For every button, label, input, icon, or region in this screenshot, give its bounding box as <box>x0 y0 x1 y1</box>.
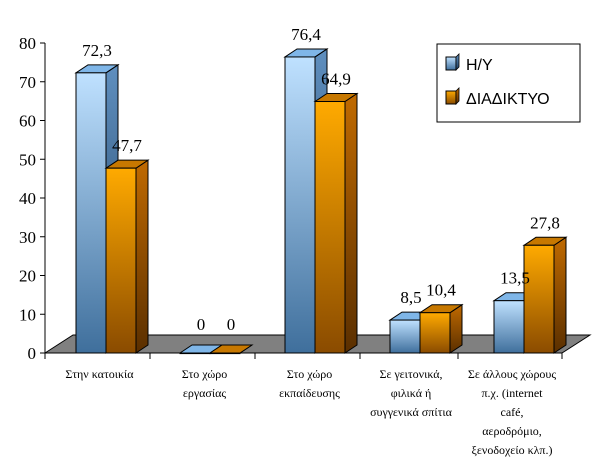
x-category-label-line: Σε γειτονικά, <box>379 367 442 381</box>
bar-internet-2-side <box>344 92 358 354</box>
legend-swatch-side <box>455 87 460 105</box>
bar-internet-1 <box>208 344 254 355</box>
bar-hy-1-front <box>179 352 211 355</box>
bar-internet-4 <box>522 236 568 354</box>
legend-swatch-side <box>455 53 460 71</box>
x-category-label: Σε γειτονικά, φιλικά ή συγγενικά σπίτια <box>370 367 453 419</box>
x-category-label-line: εκπαίδευσης <box>279 386 340 400</box>
bar-hy-2-front <box>284 56 316 354</box>
y-tick-label: 30 <box>19 228 36 247</box>
y-tick-label: 60 <box>19 112 36 131</box>
bar-internet-1-front <box>209 352 241 355</box>
legend-label: ΔΙΑΔΙΚΤΥΟ <box>466 91 550 108</box>
data-label: 0 <box>227 315 236 334</box>
x-category-label-line: π.χ. (internet <box>481 386 543 400</box>
data-label: 8,5 <box>400 288 421 307</box>
bar-internet-3-front <box>419 312 451 354</box>
x-category-label: Στο χώρο εργασίας <box>182 367 228 400</box>
legend-swatch-front <box>445 90 457 105</box>
bar-internet-0 <box>104 159 150 354</box>
y-tick-label: 50 <box>19 150 36 169</box>
data-label: 47,7 <box>112 136 142 155</box>
bar-internet-0-side <box>135 159 149 354</box>
bar-internet-4-side <box>553 236 567 354</box>
y-tick-label: 20 <box>19 267 36 286</box>
data-label: 10,4 <box>426 281 456 300</box>
data-label: 13,5 <box>500 269 530 288</box>
x-category-label-line: φιλικά ή <box>391 386 432 400</box>
x-category-label-line: ξενοδοχείο κλπ.) <box>472 443 553 457</box>
legend-label: Η/Υ <box>466 57 493 74</box>
y-tick-label: 80 <box>19 34 36 53</box>
y-tick-label: 40 <box>19 189 36 208</box>
legend-swatch-front <box>445 56 457 71</box>
x-category-label-line: Στο χώρο <box>287 367 333 381</box>
data-label: 0 <box>197 315 206 334</box>
y-tick-label: 10 <box>19 305 36 324</box>
bar-hy-4-front <box>493 300 525 354</box>
y-tick-label: 0 <box>28 344 37 363</box>
x-category-label-line: Σε άλλους χώρους <box>468 367 557 381</box>
bar-internet-4-front <box>523 244 555 354</box>
x-category-label: Σε άλλους χώρους π.χ. (internet café, αεροδ… <box>468 367 557 457</box>
bar-hy-3-front <box>389 319 421 354</box>
data-label: 27,8 <box>530 213 560 232</box>
bar-internet-3 <box>418 303 464 354</box>
x-category-label-line: εργασίας <box>183 386 227 400</box>
bar-hy-0-front <box>75 72 107 354</box>
x-category-label-line: café, <box>501 405 524 419</box>
legend-swatch-internet <box>445 87 460 105</box>
x-category-label: Στο χώρο εκπαίδευσης <box>279 367 340 400</box>
x-category-label-line: Στην κατοικία <box>65 367 134 381</box>
y-tick-label: 70 <box>19 73 36 92</box>
legend-box <box>436 43 581 123</box>
x-category-label-line: συγγενικά σπίτια <box>370 405 453 419</box>
data-label: 64,9 <box>321 70 351 89</box>
x-category-label-line: Στο χώρο <box>182 367 228 381</box>
legend-swatch-hy <box>445 53 460 71</box>
bar-internet-2-front <box>314 101 346 354</box>
x-category-label: Στην κατοικία <box>65 367 134 381</box>
x-category-label-line: αεροδρόμιο, <box>482 424 542 438</box>
bar-internet-2 <box>313 92 359 354</box>
bar-internet-0-front <box>105 167 137 354</box>
data-label: 76,4 <box>291 25 321 44</box>
data-label: 72,3 <box>82 41 112 60</box>
legend: Η/Υ ΔΙΑΔΙΚΤΥΟ <box>436 43 581 123</box>
